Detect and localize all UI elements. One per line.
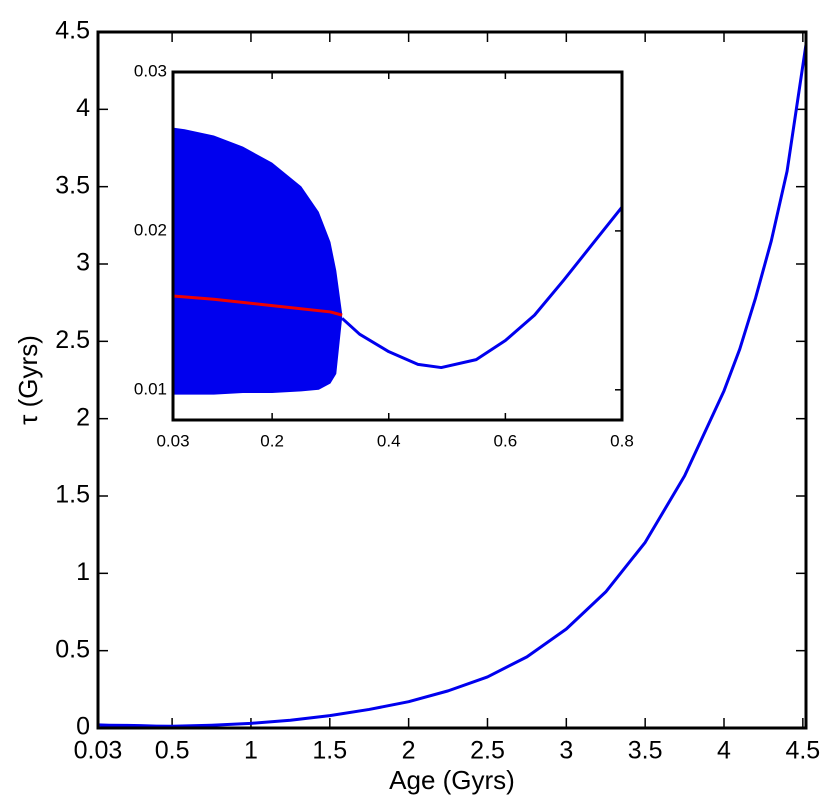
line	[97, 44, 808, 728]
y-tick-label: 0.03	[134, 61, 167, 80]
x-tick-label: 0.4	[377, 431, 401, 450]
y-tick-label: 3	[76, 249, 90, 277]
y-tick-label: 0.01	[134, 379, 167, 398]
y-tick-label: 1.5	[55, 481, 90, 509]
x-tick-label: 1	[244, 737, 258, 765]
x-axis-label: Age (Gyrs)	[389, 765, 515, 795]
x-tick-label: 0.03	[156, 431, 189, 450]
y-axis-label: τ (Gyrs)	[13, 335, 43, 425]
line	[172, 294, 343, 317]
y-tick-label: 0	[76, 713, 90, 741]
y-tick-label: 2	[76, 403, 90, 431]
x-tick-label: 0.6	[494, 431, 518, 450]
x-tick-label: 3	[559, 737, 573, 765]
y-tick-label: 0.5	[55, 635, 90, 663]
x-tick-label: 0.5	[155, 737, 190, 765]
y-tick-label: 1	[76, 558, 90, 586]
x-tick-label: 2	[402, 737, 416, 765]
y-tick-label: 0.02	[134, 220, 167, 239]
y-tick-label: 2.5	[55, 326, 90, 354]
y-tick-label: 3.5	[55, 171, 90, 199]
axes-box	[96, 30, 808, 730]
x-tick-label: 0.03	[74, 737, 123, 765]
x-tick-label: 3.5	[628, 737, 663, 765]
x-tick-label: 4	[717, 737, 731, 765]
x-tick-label: 0.8	[610, 431, 634, 450]
y-tick-label: 4.5	[55, 17, 90, 45]
axes-box	[171, 70, 624, 422]
x-tick-label: 1.5	[312, 737, 347, 765]
line	[341, 206, 624, 370]
band-area	[173, 127, 343, 395]
x-tick-label: 4.5	[785, 737, 820, 765]
x-tick-label: 2.5	[470, 737, 505, 765]
x-tick-label: 0.2	[260, 431, 284, 450]
y-tick-label: 4	[76, 94, 90, 122]
